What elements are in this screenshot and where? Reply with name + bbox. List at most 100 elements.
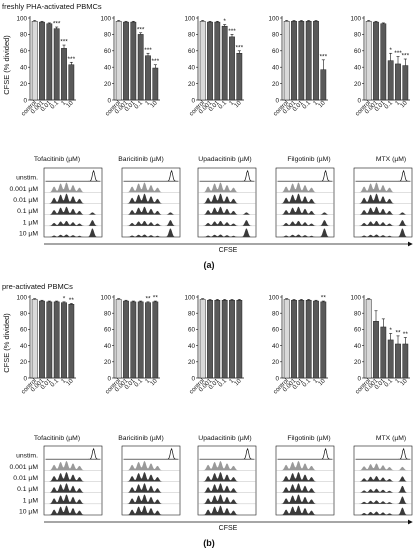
- bar: [207, 21, 213, 101]
- bar: [199, 299, 206, 379]
- significance-label: ***: [320, 53, 328, 60]
- bar: [387, 60, 394, 101]
- x-tick-label: 1: [228, 377, 236, 385]
- bar: [365, 21, 372, 101]
- bar: [229, 36, 235, 101]
- histogram-row-label: 0.01 µM: [13, 475, 38, 482]
- histogram: [278, 193, 332, 204]
- significance-label: ***: [236, 44, 244, 51]
- x-tick-label: 0.1: [383, 377, 394, 388]
- histogram: [356, 220, 410, 226]
- y-tick-label: 60: [20, 48, 28, 55]
- bar: [229, 299, 235, 379]
- y-tick-label: 20: [354, 81, 362, 88]
- y-tick-label: 100: [350, 15, 361, 22]
- bar: [137, 34, 144, 101]
- drug-label: MTX (µM): [376, 435, 406, 442]
- panel-b-histograms: unstim. 0.001 µM 0.01 µM 0.1 µM 1 µM 10 µM CFS…: [10, 445, 413, 532]
- bar: [283, 21, 290, 101]
- histogram: [46, 471, 100, 482]
- histogram: [200, 494, 254, 504]
- panel-a-barcharts: 020406080100control0.0010.01***0.1***1**…: [16, 15, 410, 163]
- histogram: [124, 220, 178, 226]
- y-tick-label: 40: [354, 65, 362, 72]
- x-tick-label: 0.1: [383, 99, 394, 110]
- x-tick-label: 10: [233, 377, 243, 387]
- histogram-unstim: [123, 169, 179, 182]
- y-tick-label: 0: [107, 97, 111, 104]
- bar: [130, 301, 137, 379]
- significance-label: **: [395, 329, 401, 336]
- bar: [53, 28, 60, 101]
- histogram-column-5: [353, 445, 413, 516]
- significance-label: **: [69, 297, 75, 304]
- histogram-row-label: unstim.: [16, 453, 38, 460]
- x-tick-label: 10: [65, 377, 75, 387]
- histogram: [124, 460, 178, 471]
- y-tick-label: 20: [188, 81, 196, 88]
- histogram: [278, 505, 332, 515]
- bar-chart-2: 020406080100control0.0010.01***0.1***1**…: [100, 15, 163, 163]
- significance-label: ***: [228, 28, 236, 35]
- x-tick-label: 1: [144, 377, 152, 385]
- histogram: [200, 206, 254, 215]
- histogram: [124, 182, 178, 193]
- bar: [291, 21, 297, 101]
- x-tick-label: 1: [394, 99, 402, 107]
- histogram: [124, 471, 178, 482]
- x-tick-label: 0.1: [49, 377, 60, 388]
- histogram-column-1: [43, 445, 103, 516]
- bar: [380, 23, 387, 101]
- bar: [402, 343, 409, 379]
- histogram: [356, 507, 410, 515]
- bar: [320, 301, 327, 379]
- histogram: [124, 228, 178, 237]
- y-tick-label: 60: [104, 327, 112, 334]
- histogram-unstim: [199, 169, 255, 182]
- histogram: [124, 494, 178, 504]
- bar: [236, 53, 243, 101]
- y-tick-label: 40: [20, 65, 28, 72]
- histogram: [356, 206, 410, 215]
- y-tick-label: 100: [100, 15, 111, 22]
- bar: [305, 299, 312, 379]
- significance-label: ***: [152, 58, 160, 65]
- y-tick-label: 80: [188, 32, 196, 39]
- histogram: [46, 505, 100, 515]
- x-tick-label: 10: [399, 99, 409, 109]
- x-tick-label: 0.1: [301, 377, 312, 388]
- histogram-column-2: [121, 445, 181, 516]
- y-tick-label: 100: [16, 294, 27, 301]
- x-tick-label: 1: [60, 377, 68, 385]
- bar: [283, 299, 290, 379]
- histogram-unstim: [123, 447, 179, 460]
- histogram: [124, 483, 178, 493]
- panel-b-label: (b): [203, 538, 215, 548]
- bar: [305, 21, 312, 101]
- histogram: [46, 220, 100, 226]
- histogram: [278, 220, 332, 226]
- bar: [152, 67, 159, 101]
- bar: [395, 63, 401, 101]
- panel-a-ylabel-text: CFSE (% divided): [2, 35, 11, 95]
- histogram: [356, 475, 410, 482]
- x-tick-label: 10: [317, 377, 327, 387]
- histogram-unstim: [355, 169, 411, 182]
- x-tick-label: 1: [144, 99, 152, 107]
- x-tick-label: 1: [312, 377, 320, 385]
- y-tick-label: 0: [275, 97, 279, 104]
- bar: [39, 21, 45, 101]
- y-tick-label: 0: [275, 375, 279, 382]
- y-tick-label: 60: [354, 48, 362, 55]
- x-tick-label: 10: [317, 99, 327, 109]
- bar-chart-5: 020406080100control0.0010.01*0.1***1***1…: [350, 15, 410, 163]
- y-tick-label: 20: [354, 359, 362, 366]
- significance-label: **: [403, 331, 409, 338]
- y-tick-label: 40: [188, 65, 196, 72]
- histogram-column-3: [197, 167, 257, 238]
- bar: [145, 302, 151, 379]
- drug-label: MTX (µM): [376, 156, 406, 163]
- y-tick-label: 0: [107, 375, 111, 382]
- bar: [373, 21, 379, 101]
